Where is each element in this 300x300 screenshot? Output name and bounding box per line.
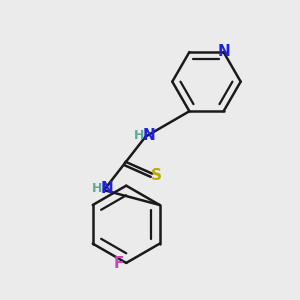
Text: F: F <box>114 256 124 271</box>
Text: S: S <box>151 168 162 183</box>
Text: H: H <box>134 129 144 142</box>
Text: N: N <box>142 128 155 142</box>
Text: N: N <box>100 181 113 196</box>
Text: N: N <box>218 44 230 59</box>
Text: H: H <box>92 182 103 195</box>
